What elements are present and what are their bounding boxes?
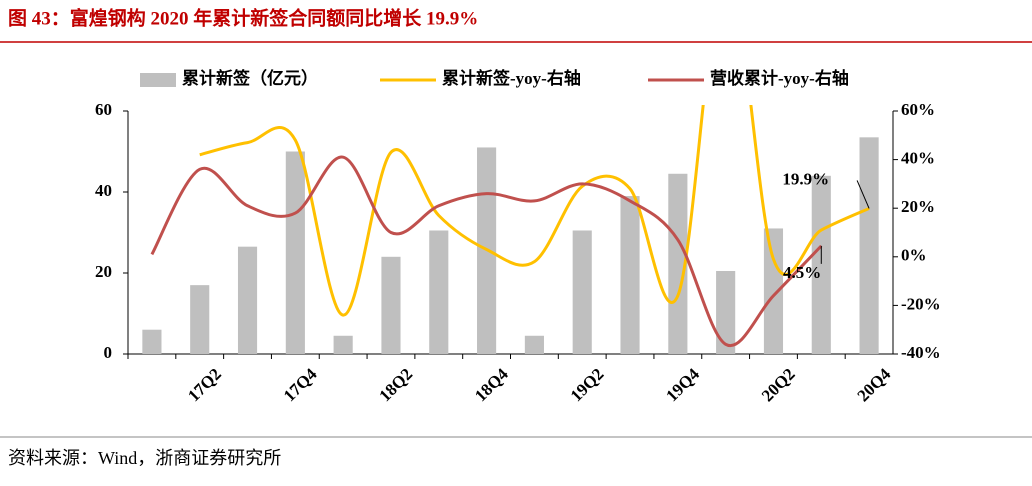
bar xyxy=(572,230,592,354)
x-tick-label: 20Q4 xyxy=(854,364,895,405)
bar xyxy=(190,285,210,354)
y2-tick-label: -40% xyxy=(901,343,941,362)
line xyxy=(199,105,870,317)
label-leader xyxy=(856,180,870,209)
y2-tick-label: 0% xyxy=(901,246,927,265)
x-tick-label: 18Q4 xyxy=(471,364,512,405)
y-tick-label: 20 xyxy=(95,262,112,281)
legend-swatch xyxy=(140,73,176,87)
bar xyxy=(524,335,544,354)
x-tick-label: 17Q2 xyxy=(184,364,225,405)
legend-label: 累计新签-yoy-右轴 xyxy=(442,68,581,88)
y-tick-label: 40 xyxy=(95,181,112,200)
legend-label: 营收累计-yoy-右轴 xyxy=(710,68,849,88)
x-tick-label: 20Q2 xyxy=(758,364,799,405)
bar xyxy=(811,175,831,354)
plot-area xyxy=(142,105,879,354)
legend-label: 累计新签（亿元） xyxy=(182,68,318,88)
x-tick-label: 19Q4 xyxy=(662,364,703,405)
data-label: 4.5% xyxy=(783,263,821,282)
bar xyxy=(763,228,784,354)
bar xyxy=(620,196,640,354)
bar xyxy=(859,137,879,354)
x-tick-label: 17Q4 xyxy=(280,364,321,405)
data-label: 19.9% xyxy=(782,169,829,188)
y2-tick-label: 60% xyxy=(901,100,935,119)
bar xyxy=(429,230,449,354)
y-tick-label: 0 xyxy=(104,343,113,362)
y2-tick-label: 40% xyxy=(901,149,935,168)
bar xyxy=(668,173,688,354)
bar xyxy=(237,246,258,354)
y-tick-label: 60 xyxy=(95,100,112,119)
bar xyxy=(381,256,401,354)
line xyxy=(150,155,823,348)
chart-title: 图 43：富煌钢构 2020 年累计新签合同额同比增长 19.9% xyxy=(8,6,478,29)
y2-tick-label: -20% xyxy=(901,294,941,313)
bar xyxy=(333,335,353,354)
source: 资料来源：Wind，浙商证券研究所 xyxy=(8,448,281,468)
bar xyxy=(142,329,162,354)
bar xyxy=(716,270,736,354)
x-tick-label: 18Q2 xyxy=(375,364,416,405)
y2-tick-label: 20% xyxy=(901,197,935,216)
bar xyxy=(285,151,305,354)
x-tick-label: 19Q2 xyxy=(567,364,608,405)
